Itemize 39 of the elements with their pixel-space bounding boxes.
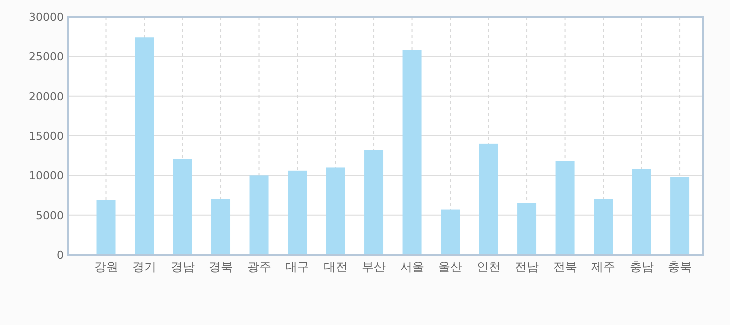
bar [670, 177, 690, 255]
bar [212, 199, 231, 255]
x-tick-label: 광주 [247, 260, 272, 274]
bar [479, 144, 498, 255]
bar [173, 159, 192, 255]
x-tick-label: 경남 [170, 260, 195, 274]
x-tick-label: 대전 [324, 260, 348, 274]
bar [441, 210, 460, 255]
bar [594, 199, 614, 255]
x-tick-label: 울산 [438, 260, 463, 274]
bar [632, 169, 652, 255]
bar [556, 161, 575, 255]
x-tick-label: 강원 [94, 260, 118, 274]
y-tick-label: 10000 [29, 170, 64, 183]
y-tick-label: 15000 [29, 130, 64, 143]
x-tick-label: 전남 [515, 260, 540, 274]
y-tick-label: 20000 [29, 90, 64, 104]
y-tick-label: 30000 [29, 11, 64, 24]
bar [250, 176, 269, 255]
x-tick-label: 충북 [668, 260, 692, 274]
x-tick-label: 경북 [209, 260, 234, 274]
y-tick-label: 5000 [36, 209, 64, 222]
y-tick-label: 25000 [29, 50, 64, 64]
x-tick-label: 제주 [592, 260, 616, 274]
x-tick-label: 전북 [553, 260, 578, 274]
x-tick-label: 인천 [476, 260, 501, 274]
bar [326, 168, 346, 255]
bar [518, 203, 537, 255]
bar [288, 170, 308, 255]
x-tick-label: 대구 [286, 260, 310, 274]
bar [364, 150, 384, 255]
x-tick-label: 충남 [630, 260, 654, 274]
bar [96, 200, 116, 255]
x-tick-label: 경기 [132, 260, 157, 274]
x-tick-label: 서울 [400, 260, 424, 274]
bar [135, 38, 154, 255]
bar [402, 50, 422, 255]
y-tick-label: 0 [57, 249, 64, 262]
x-tick-label: 부산 [362, 260, 386, 274]
